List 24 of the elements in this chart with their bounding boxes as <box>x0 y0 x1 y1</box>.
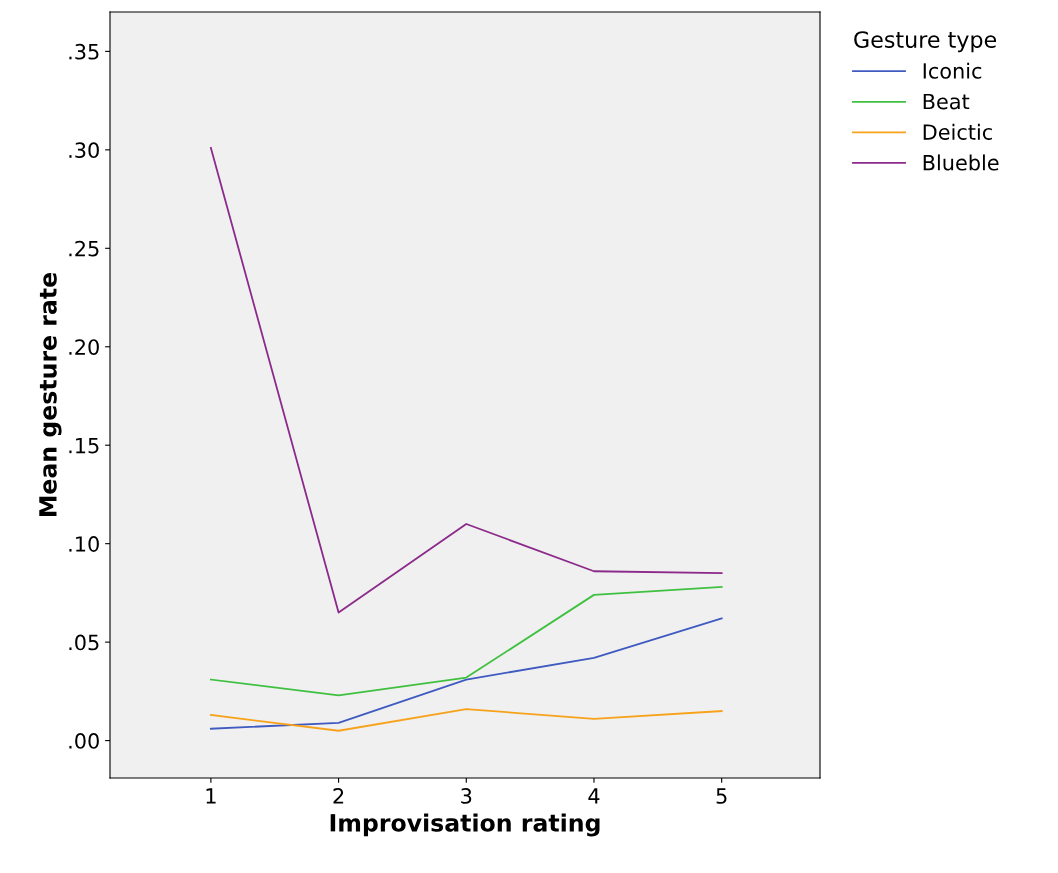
line-series <box>209 617 723 730</box>
line-series <box>209 586 723 697</box>
x-tick-label: 3 <box>461 788 472 804</box>
y-tick-label: .10 <box>69 536 99 552</box>
x-tick-label: 1 <box>206 788 216 804</box>
y-tick-label: .25 <box>69 240 99 257</box>
legend-label: Blueble <box>923 154 999 171</box>
y-tick-label: .30 <box>69 142 99 159</box>
y-tick-label: .35 <box>69 43 99 60</box>
y-tick-label: .20 <box>69 339 99 355</box>
legend-label: Deictic <box>923 123 992 140</box>
legend-label: Beat <box>923 93 970 110</box>
line-series <box>209 146 723 614</box>
legend-title: Gesture type <box>854 31 997 53</box>
y-tick-label: .05 <box>69 634 99 651</box>
x-tick-label: 2 <box>333 788 344 804</box>
y-axis-title: Mean gesture rate <box>39 273 62 516</box>
x-tick-label: 5 <box>716 788 727 804</box>
legend-label: Iconic <box>923 62 982 79</box>
y-tick-label: .00 <box>69 733 99 749</box>
x-tick-label: 4 <box>588 788 600 804</box>
x-axis-title: Improvisation rating <box>330 813 600 837</box>
line-series <box>209 708 723 732</box>
y-tick-label: .15 <box>69 437 99 454</box>
